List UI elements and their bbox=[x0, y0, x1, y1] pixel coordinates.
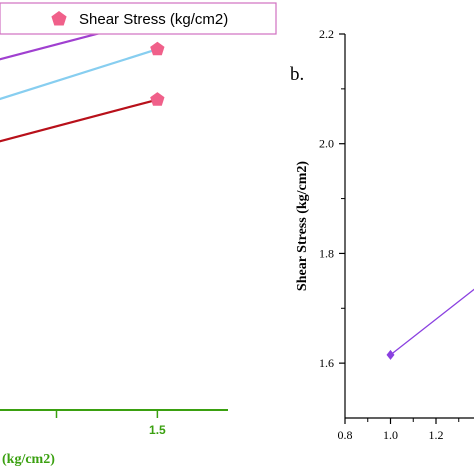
legend-box bbox=[0, 2, 277, 35]
left-series-line-1 bbox=[0, 48, 158, 101]
right-y-tick-label-3: 2.2 bbox=[319, 27, 334, 41]
right-series-marker-0 bbox=[386, 349, 395, 360]
right-chart-panel: b. 1.61.82.02.2 0.81.01.21.4 Shear Stres… bbox=[290, 27, 474, 442]
right-x-ticks: 0.81.01.21.4 bbox=[338, 418, 460, 442]
legend-label: Shear Stress (kg/cm2) bbox=[79, 11, 228, 28]
right-y-tick-label-0: 1.6 bbox=[319, 356, 334, 370]
right-y-ticks: 1.6 1.8 2.0 2.2 bbox=[319, 27, 345, 370]
left-chart-panel: 1.5 (kg/cm2) Shear Stress (kg/cm2) bbox=[0, 2, 277, 467]
legend-pentagon-marker bbox=[51, 11, 67, 26]
right-series-group bbox=[386, 288, 474, 360]
right-x-tick-label-1: 1.0 bbox=[383, 428, 398, 442]
left-series-line-2 bbox=[0, 98, 158, 143]
right-x-tick-label-2: 1.2 bbox=[429, 428, 444, 442]
left-x-tick-label-0: 1.5 bbox=[149, 423, 166, 437]
left-series-group bbox=[0, 16, 158, 143]
right-x-tick-label-0: 0.8 bbox=[338, 428, 353, 442]
left-series-marker-2 bbox=[150, 92, 165, 106]
left-x-axis-label: (kg/cm2) bbox=[2, 452, 55, 467]
right-y-axis-label: Shear Stress (kg/cm2) bbox=[295, 161, 310, 291]
right-y-tick-label-1: 1.8 bbox=[319, 246, 334, 260]
left-x-ticks: 1.5 bbox=[55, 410, 166, 437]
left-series-marker-1 bbox=[150, 41, 165, 56]
panel-label-b: b. bbox=[290, 64, 304, 85]
right-y-tick-label-2: 2.0 bbox=[319, 137, 334, 151]
right-series-line-0 bbox=[390, 288, 474, 356]
